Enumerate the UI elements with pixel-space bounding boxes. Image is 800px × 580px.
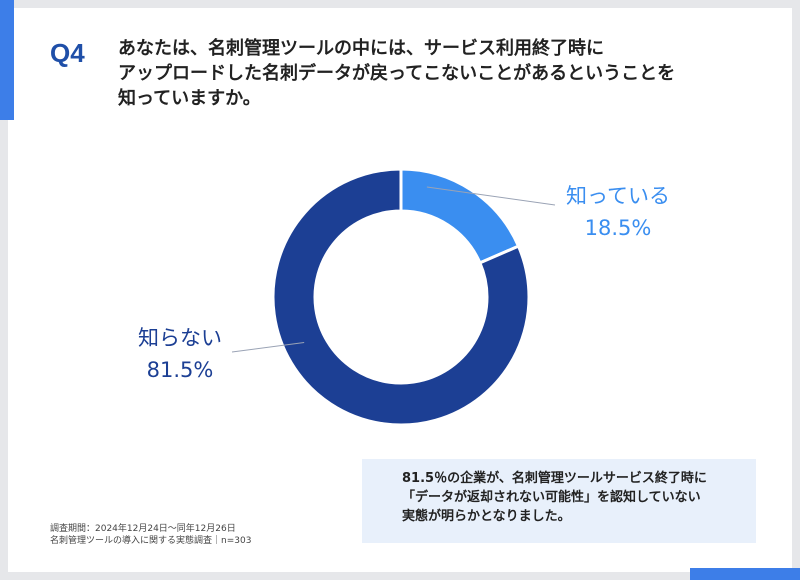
survey-note: 調査期間：2024年12月24日〜同年12月26日 名刺管理ツールの導入に関する… bbox=[50, 523, 251, 547]
slice-label-name: 知らない bbox=[138, 326, 222, 350]
slice-label-value: 81.5% bbox=[146, 358, 214, 382]
summary-line: 「データが返却されない可能性」を認知していない bbox=[402, 490, 701, 505]
question-text: あなたは、名刺管理ツールの中には、サービス利用終了時に アップロードした名刺デー… bbox=[118, 36, 758, 111]
slice-label-known: 知っている 18.5% bbox=[548, 180, 688, 244]
survey-source: 名刺管理ツールの導入に関する実態調査｜n=303 bbox=[50, 536, 252, 546]
slice-label-unknown: 知らない 81.5% bbox=[110, 322, 250, 386]
question-line: 知っていますか。 bbox=[118, 88, 261, 109]
donut-slice bbox=[399, 167, 521, 265]
donut-slice bbox=[271, 167, 531, 427]
leader-line bbox=[231, 342, 305, 353]
summary-line: 81.5％の企業が、名刺管理ツールサービス終了時に bbox=[402, 471, 707, 486]
question-number: Q4 bbox=[50, 38, 85, 68]
leader-line bbox=[426, 186, 556, 206]
question-line: あなたは、名刺管理ツールの中には、サービス利用終了時に bbox=[118, 38, 604, 59]
slice-label-value: 18.5% bbox=[584, 216, 652, 240]
accent-bar-top-left bbox=[0, 0, 14, 120]
survey-period: 調査期間：2024年12月24日〜同年12月26日 bbox=[50, 524, 236, 534]
question-line: アップロードした名刺データが戻ってこないことがあるということを bbox=[118, 63, 676, 84]
summary-box: 81.5％の企業が、名刺管理ツールサービス終了時に 「データが返却されない可能性… bbox=[362, 459, 756, 543]
slice-label-name: 知っている bbox=[566, 184, 670, 208]
summary-line: 実態が明らかとなりました。 bbox=[402, 509, 571, 524]
accent-bar-bottom-right bbox=[690, 568, 800, 580]
